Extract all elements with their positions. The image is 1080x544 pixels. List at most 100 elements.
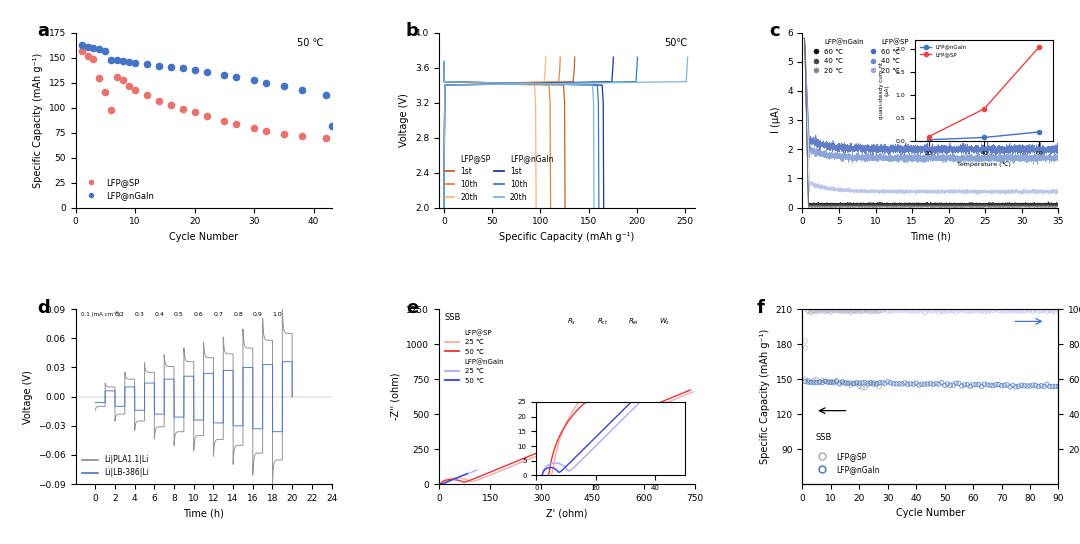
Point <box>879 378 896 386</box>
Point <box>126 85 144 94</box>
X-axis label: Z' (ohm): Z' (ohm) <box>546 509 588 518</box>
Point <box>862 378 879 387</box>
Text: 1.0: 1.0 <box>272 312 282 317</box>
Point <box>922 380 940 388</box>
Point <box>990 380 1008 389</box>
Point <box>882 379 900 387</box>
Point <box>837 379 854 387</box>
Point <box>885 306 902 315</box>
Point <box>851 306 868 314</box>
Point <box>825 306 842 315</box>
Point <box>845 379 862 388</box>
Point <box>138 59 156 68</box>
Point <box>799 378 816 386</box>
Point <box>109 55 126 64</box>
Point <box>984 306 1001 314</box>
Point <box>896 306 914 314</box>
Point <box>808 306 825 314</box>
Point <box>820 306 837 315</box>
Point <box>1032 381 1050 390</box>
Point <box>121 81 138 90</box>
Legend: LFP@SP, LFP@nGaIn: LFP@SP, LFP@nGaIn <box>80 175 158 203</box>
Point <box>968 306 985 314</box>
Point <box>316 90 334 99</box>
Point <box>813 305 831 313</box>
Point <box>984 381 1001 390</box>
Text: c: c <box>769 22 780 40</box>
Legend: LFP@SP, 1st, 10th, 20th, LFP@nGaIn, 1st, 10th, 20th: LFP@SP, 1st, 10th, 20th, LFP@nGaIn, 1st,… <box>443 152 555 204</box>
Point <box>930 380 947 388</box>
Point <box>806 306 823 315</box>
Point <box>293 85 310 94</box>
Point <box>1030 382 1048 391</box>
Point <box>924 380 942 388</box>
Point <box>808 378 825 387</box>
Point <box>150 96 167 105</box>
Point <box>851 307 868 316</box>
Y-axis label: Specific Capacity (mAh g⁻¹): Specific Capacity (mAh g⁻¹) <box>33 53 43 188</box>
Point <box>808 375 825 384</box>
Point <box>939 307 956 316</box>
Point <box>834 306 851 315</box>
Point <box>870 306 888 315</box>
Point <box>910 381 928 390</box>
Point <box>914 380 931 388</box>
Point <box>162 63 179 71</box>
Point <box>837 379 854 387</box>
Point <box>91 73 108 82</box>
Y-axis label: I (μA): I (μA) <box>771 107 782 133</box>
Point <box>802 308 820 317</box>
Point <box>198 112 215 120</box>
Point <box>1027 306 1044 314</box>
Point <box>828 378 846 386</box>
Legend: LFP@SP, 25 ℃, 50 ℃, LFP@nGaIn, 25 ℃, 50 ℃: LFP@SP, 25 ℃, 50 ℃, LFP@nGaIn, 25 ℃, 50 … <box>443 326 508 386</box>
Point <box>1038 307 1055 316</box>
Point <box>860 305 877 314</box>
Point <box>914 306 931 314</box>
Point <box>822 378 839 386</box>
Legend: LFP@SP, LFP@nGaIn: LFP@SP, LFP@nGaIn <box>811 449 882 477</box>
Point <box>1015 381 1032 390</box>
Point <box>186 107 203 116</box>
Point <box>293 131 310 140</box>
Point <box>870 306 888 315</box>
Point <box>839 306 856 315</box>
Point <box>806 378 823 387</box>
Point <box>1013 306 1030 315</box>
Point <box>1015 306 1032 315</box>
Point <box>1001 306 1018 314</box>
Point <box>848 378 865 387</box>
Point <box>839 379 856 387</box>
Point <box>1022 306 1039 314</box>
Point <box>856 378 874 387</box>
Point <box>953 306 970 314</box>
Point <box>162 100 179 109</box>
Point <box>1013 381 1030 390</box>
Point <box>1010 307 1027 316</box>
Point <box>891 306 908 314</box>
Point <box>964 380 982 389</box>
Y-axis label: -Z'' (ohm): -Z'' (ohm) <box>391 373 401 421</box>
Point <box>856 306 874 315</box>
Point <box>1018 382 1036 391</box>
Point <box>862 379 879 387</box>
Point <box>837 306 854 314</box>
Point <box>316 133 334 142</box>
Point <box>806 307 823 316</box>
Text: 0.3: 0.3 <box>135 312 145 317</box>
Point <box>874 379 891 387</box>
Point <box>942 306 959 315</box>
Legend: Li|PLA1.1|Li, Li|LB-386|Li: Li|PLA1.1|Li, Li|LB-386|Li <box>80 453 152 480</box>
Point <box>916 308 933 317</box>
Point <box>1047 382 1064 391</box>
Point <box>831 380 848 388</box>
Point <box>853 306 870 315</box>
Point <box>121 57 138 66</box>
Point <box>834 378 851 387</box>
Point <box>893 380 910 388</box>
Point <box>1022 381 1039 390</box>
Point <box>797 336 814 345</box>
Point <box>1036 306 1053 314</box>
Point <box>842 307 860 316</box>
Point <box>870 382 888 391</box>
